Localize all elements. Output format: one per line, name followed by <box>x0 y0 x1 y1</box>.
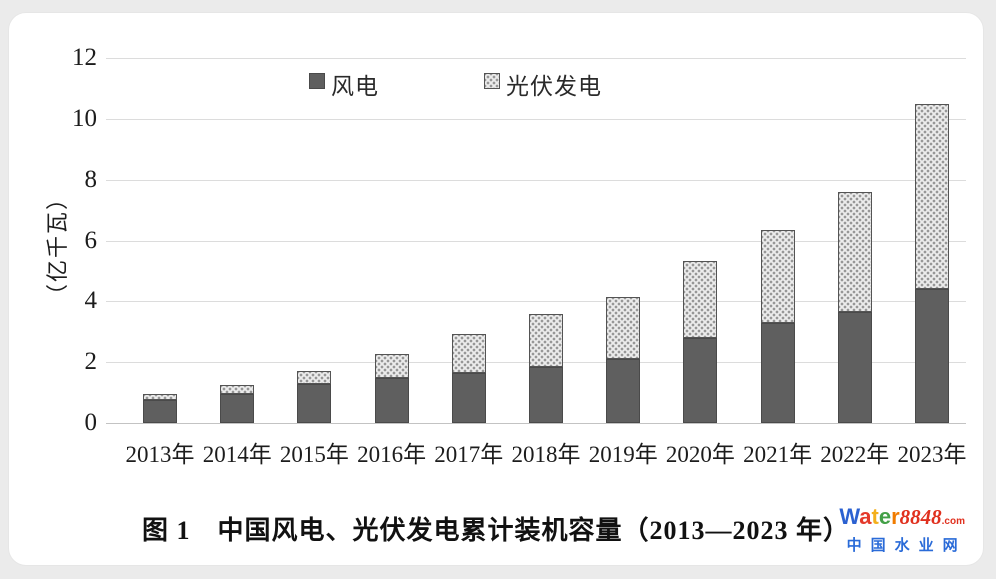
bar-wind-2015年 <box>297 383 332 423</box>
bar-pv-2018年 <box>529 314 563 368</box>
legend-label-pv: 光伏发电 <box>506 74 602 99</box>
y-tick-label-2: 2 <box>84 348 98 376</box>
bar-wind-2016年 <box>374 377 409 423</box>
bar-pv-2013年 <box>143 393 177 400</box>
x-tick-label-2023年: 2023年 <box>897 442 967 467</box>
x-tick-label-2015年: 2015年 <box>279 442 349 467</box>
chart: （亿千瓦） 0 2 4 6 8 10 12 2013年 2014年 2015年 2016年 2017… <box>9 13 983 565</box>
legend-swatch-pv <box>484 73 500 89</box>
bar-pv-2021年 <box>760 230 795 324</box>
bar-wind-2018年 <box>529 367 563 423</box>
bar-pv-2017年 <box>451 333 486 374</box>
y-tick-label-0: 0 <box>84 409 98 436</box>
watermark-letter-r: r <box>891 504 900 529</box>
legend-label-wind: 风电 <box>331 74 379 99</box>
chart-card: （亿千瓦） 0 2 4 6 8 10 12 2013年 2014年 2015年 2016年 2017… <box>8 12 984 566</box>
x-tick-label-2018年: 2018年 <box>511 442 581 467</box>
watermark-subtitle: 中国水业网 <box>846 537 967 554</box>
gridline-y-12 <box>106 58 966 59</box>
y-tick-label-8: 8 <box>84 165 98 193</box>
chart-caption: 图 1 中国风电、光伏发电累计装机容量（2013—2023 年） <box>141 516 850 545</box>
x-axis-baseline <box>106 423 966 424</box>
x-tick-label-2017年: 2017年 <box>434 442 504 467</box>
bar-wind-2021年 <box>760 323 795 423</box>
gridline-y-10 <box>106 118 966 120</box>
y-axis-tick-labels: 0 2 4 6 8 10 12 <box>9 44 98 436</box>
x-tick-label-2020年: 2020年 <box>665 442 735 467</box>
x-tick-label-2021年: 2021年 <box>743 442 813 467</box>
watermark-letter-W: W <box>839 504 860 529</box>
x-tick-label-2022年: 2022年 <box>820 442 890 467</box>
bar-wind-2017年 <box>451 373 486 423</box>
watermark-brand: Water <box>839 506 899 528</box>
watermark-line1: Water8848.com <box>839 506 965 533</box>
bar-wind-2020年 <box>683 337 718 423</box>
bar-pv-2020年 <box>683 260 718 338</box>
watermark-number: 8848 <box>899 505 942 529</box>
bar-wind-2022年 <box>837 311 872 423</box>
watermark-tld: .com <box>941 516 965 527</box>
bar-pv-2019年 <box>606 297 641 360</box>
bar-wind-2013年 <box>143 399 177 423</box>
x-axis-tick-labels: 2013年 2014年 2015年 2016年 2017年 2018年 2019年 2020年… <box>9 435 985 467</box>
bar-wind-2014年 <box>220 393 255 423</box>
bar-wind-2019年 <box>606 359 641 423</box>
gridline-y-8 <box>106 179 966 181</box>
x-tick-label-2013年: 2013年 <box>125 442 195 467</box>
y-tick-label-12: 12 <box>72 44 97 71</box>
x-tick-label-2019年: 2019年 <box>588 442 658 467</box>
bar-pv-2016年 <box>374 354 409 378</box>
watermark-logo: Water8848.com 中国水业网 <box>835 504 969 557</box>
legend-swatch-wind <box>309 73 325 89</box>
watermark-letter-e: e <box>878 504 892 529</box>
bar-pv-2023年 <box>915 103 949 289</box>
bar-pv-2014年 <box>220 385 255 394</box>
y-tick-label-4: 4 <box>84 287 98 315</box>
gridline-y-6 <box>106 240 966 242</box>
bar-pv-2022年 <box>837 192 872 312</box>
y-tick-label-10: 10 <box>72 104 97 132</box>
bar-pv-2015年 <box>297 370 332 384</box>
gridline-y-4 <box>106 301 966 303</box>
x-tick-label-2016年: 2016年 <box>357 442 427 467</box>
bar-wind-2023年 <box>915 288 949 423</box>
watermark-letter-a: a <box>859 504 872 529</box>
plot-area <box>106 58 966 424</box>
y-tick-label-6: 6 <box>84 226 98 254</box>
watermark-letter-t: t <box>871 504 879 529</box>
x-tick-label-2014年: 2014年 <box>202 442 272 467</box>
